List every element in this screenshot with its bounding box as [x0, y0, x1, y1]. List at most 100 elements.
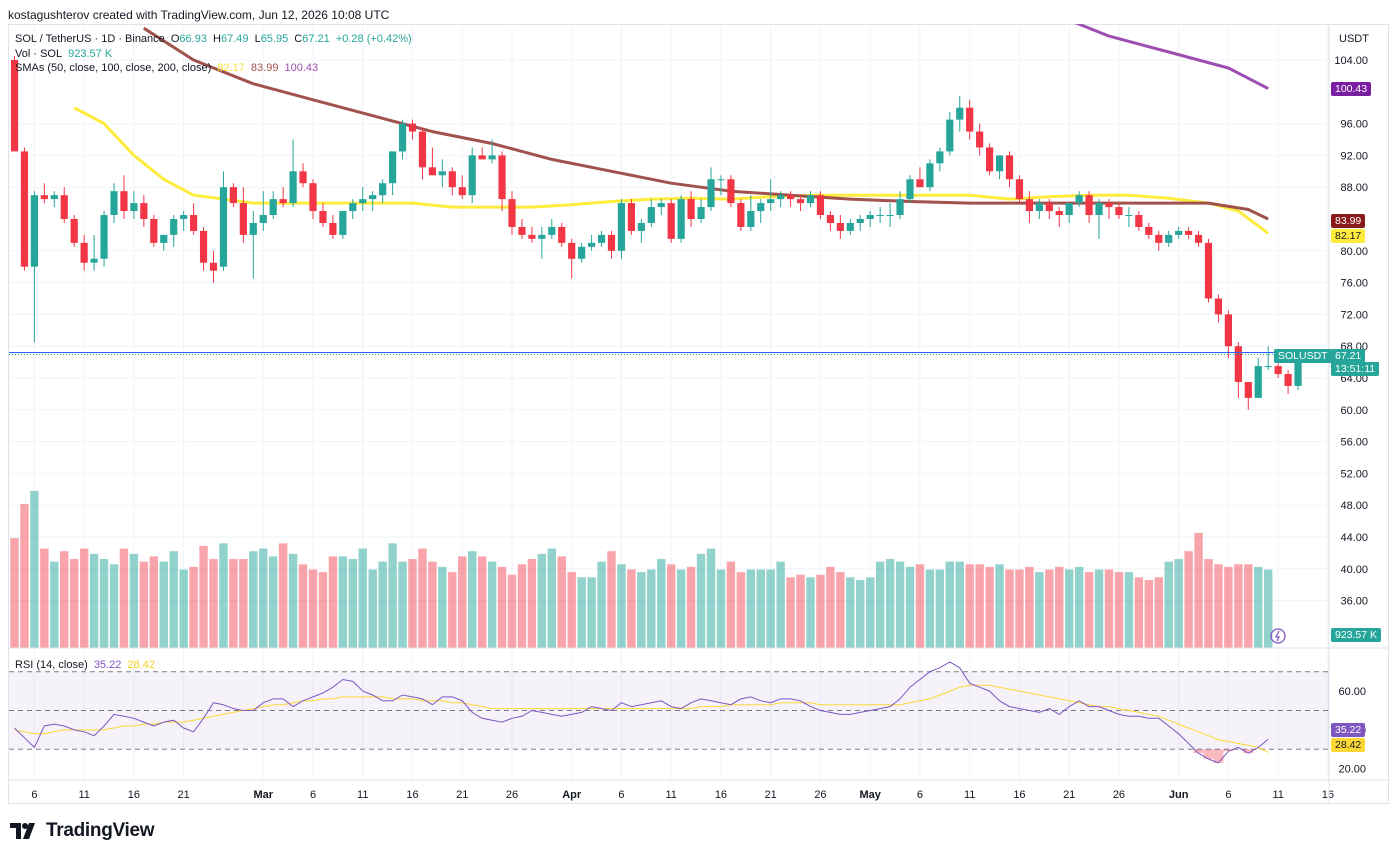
candle-body	[170, 219, 178, 235]
candle-body	[1145, 226, 1153, 235]
volume-bar	[139, 561, 149, 648]
candle-body	[1075, 195, 1083, 204]
volume-bar	[298, 564, 308, 648]
volume-bar	[1114, 572, 1124, 648]
volume-bar	[667, 564, 676, 648]
date-tick-label: 6	[1225, 789, 1231, 801]
volume-bar	[487, 561, 497, 648]
candle-body	[80, 242, 88, 263]
alert-clock-icon	[1270, 628, 1286, 644]
price-tick-label: 40.00	[1340, 564, 1368, 576]
candle-body	[568, 242, 576, 259]
candle-body	[627, 203, 635, 231]
price-tick-label: 48.00	[1340, 500, 1368, 512]
tradingview-logo[interactable]: TradingView	[10, 820, 155, 842]
candle-body	[707, 179, 715, 208]
volume-bar	[169, 551, 178, 648]
close-key: C	[294, 33, 303, 45]
volume-bar	[527, 559, 537, 648]
candle-body	[1045, 203, 1053, 212]
volume-bar	[1184, 551, 1193, 648]
alert-bolt-icon	[1275, 630, 1280, 642]
candle-body	[110, 191, 118, 216]
volume-bar	[70, 559, 79, 648]
candle-body	[319, 211, 327, 223]
volume-bar	[30, 491, 39, 648]
candle-body	[478, 155, 486, 160]
candle-body	[1005, 155, 1014, 180]
date-tick-label: 6	[31, 789, 37, 801]
candle-body	[1204, 242, 1213, 299]
volume-bar	[617, 564, 626, 648]
low-value: 65.95	[260, 33, 289, 45]
candle-body	[647, 207, 655, 223]
candle-body	[787, 195, 795, 200]
volume-bar	[408, 559, 417, 648]
candle-body	[637, 222, 645, 231]
volume-bar	[577, 577, 586, 648]
candle-body	[160, 234, 168, 243]
volume-bar	[318, 572, 328, 648]
rsi-ma-value: 28.42	[127, 659, 155, 671]
volume-bar	[199, 545, 208, 648]
candle-body	[816, 195, 825, 216]
price-tick-label: 104.00	[1334, 55, 1368, 67]
price-tick-label: 80.00	[1340, 246, 1368, 258]
candle-body	[130, 203, 138, 212]
volume-bar	[229, 559, 238, 648]
candle-body	[448, 171, 456, 188]
tradingview-logo-text: TradingView	[46, 820, 155, 841]
candle-body	[458, 187, 466, 196]
date-tick-label: 21	[178, 789, 190, 801]
volume-bar	[1055, 566, 1064, 648]
candle-body	[697, 207, 705, 219]
volume-bar	[726, 561, 736, 648]
date-tick-label: 26	[1113, 789, 1125, 801]
date-tick-label: 26	[814, 789, 826, 801]
volume-bar	[965, 564, 974, 648]
candle-body	[369, 195, 377, 200]
volume-bar	[448, 572, 457, 648]
volume-bar	[20, 504, 29, 648]
candle-body	[438, 171, 446, 176]
price-tick-label: 72.00	[1340, 309, 1368, 321]
last-price-tag: 67.21	[1331, 349, 1366, 363]
volume-bar	[477, 556, 487, 648]
candle-body	[1135, 215, 1143, 227]
date-tick-label: 6	[618, 789, 624, 801]
rsi-ma-line	[14, 684, 1269, 753]
candle-body	[209, 262, 218, 271]
candle-body	[846, 222, 854, 231]
candle-body	[60, 195, 68, 219]
volume-bar	[637, 572, 646, 648]
candle-body	[966, 107, 974, 132]
volume-bar	[1234, 564, 1243, 648]
volume-bar	[706, 548, 716, 648]
volume-bar	[189, 566, 198, 648]
date-tick-label: 11	[1272, 789, 1283, 801]
volume-bar	[159, 561, 168, 648]
volume-bar	[497, 566, 507, 648]
candle-body	[946, 119, 954, 152]
candle-body	[518, 226, 526, 235]
candle-body	[687, 199, 695, 219]
candle-body	[607, 234, 616, 251]
candle-body	[398, 123, 407, 152]
symbol-label: SOL / TetherUS · 1D · Binance	[15, 33, 165, 45]
volume-bar	[507, 574, 517, 648]
candle-body	[796, 199, 805, 204]
candle-body	[1175, 230, 1183, 235]
candle-body	[876, 215, 884, 217]
volume-bar	[1104, 569, 1114, 648]
volume-bar	[368, 569, 377, 648]
volume-bar	[79, 548, 89, 648]
volume-bar	[249, 551, 258, 648]
volume-bar	[219, 543, 228, 648]
price-plot	[9, 24, 1329, 648]
volume-bar	[458, 556, 467, 648]
volume-bar	[885, 559, 895, 648]
rsi-line	[14, 661, 1269, 764]
volume-bar	[119, 548, 129, 648]
volume-bar	[537, 553, 547, 648]
